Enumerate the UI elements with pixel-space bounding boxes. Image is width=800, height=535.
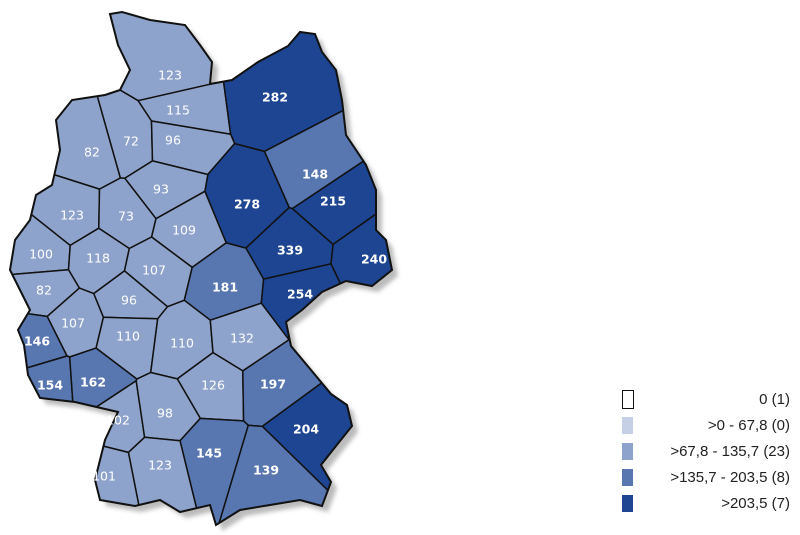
legend-item-class-1: >0 - 67,8 (0) [622, 412, 790, 438]
region-value-label: 126 [201, 378, 225, 393]
region-value-label: 107 [142, 263, 166, 278]
region-value-label: 82 [36, 283, 52, 298]
legend-item-class-4: >203,5 (7) [622, 490, 790, 516]
legend-swatch [622, 416, 633, 434]
region-value-label: 123 [158, 68, 182, 83]
region-2 [222, 12, 392, 153]
legend-label: >203,5 (7) [721, 494, 790, 512]
legend-item-class-2: >67,8 - 135,7 (23) [622, 438, 790, 464]
legend-item-zero: 0 (1) [622, 386, 790, 412]
region-value-label: 254 [287, 287, 313, 302]
region-value-label: 278 [234, 197, 260, 212]
region-value-label: 197 [260, 377, 286, 392]
region-value-label: 282 [262, 90, 288, 105]
region-value-label: 100 [29, 247, 53, 262]
region-value-label: 132 [230, 331, 254, 346]
region-value-label: 96 [121, 293, 137, 308]
legend-label: >67,8 - 135,7 (23) [670, 442, 790, 460]
region-value-label: 145 [196, 446, 222, 461]
legend-item-class-3: >135,7 - 203,5 (8) [622, 464, 790, 490]
region-value-label: 118 [86, 251, 110, 266]
region-value-label: 204 [293, 422, 319, 437]
region-value-label: 96 [165, 133, 181, 148]
region-7 [291, 12, 392, 246]
legend-swatch [622, 494, 633, 512]
region-value-label: 98 [157, 406, 173, 421]
region-value-label: 181 [212, 280, 238, 295]
region-value-label: 240 [361, 252, 387, 267]
region-value-label: 93 [153, 182, 169, 197]
region-value-label: 123 [148, 458, 172, 473]
region-value-label: 123 [60, 208, 84, 223]
region-value-label: 101 [92, 469, 116, 484]
legend-swatch [622, 442, 633, 460]
region-value-label: 154 [37, 378, 63, 393]
region-value-label: 146 [24, 334, 50, 349]
region-value-label: 72 [123, 134, 139, 149]
region-value-label: 115 [166, 103, 190, 118]
region-value-label: 162 [80, 375, 106, 390]
legend: 0 (1) >0 - 67,8 (0) >67,8 - 135,7 (23) >… [622, 386, 790, 516]
region-27 [10, 355, 75, 477]
region-value-label: 102 [106, 413, 130, 428]
region-value-label: 73 [118, 209, 134, 224]
region-37 [10, 436, 146, 525]
legend-swatch [622, 468, 633, 486]
region-value-label: 110 [170, 336, 194, 351]
region-value-label: 107 [61, 316, 85, 331]
region-value-label: 215 [320, 194, 346, 209]
region-value-label: 139 [253, 463, 279, 478]
legend-label: 0 (1) [759, 390, 790, 408]
region-value-label: 110 [116, 329, 140, 344]
region-value-label: 109 [172, 223, 196, 238]
germany-border [8, 10, 394, 527]
legend-swatch [622, 389, 634, 409]
region-value-label: 339 [277, 243, 303, 258]
legend-label: >135,7 - 203,5 (8) [670, 468, 790, 486]
region-value-label: 82 [84, 145, 100, 160]
region-value-label: 148 [302, 167, 328, 182]
legend-label: >0 - 67,8 (0) [707, 416, 790, 434]
